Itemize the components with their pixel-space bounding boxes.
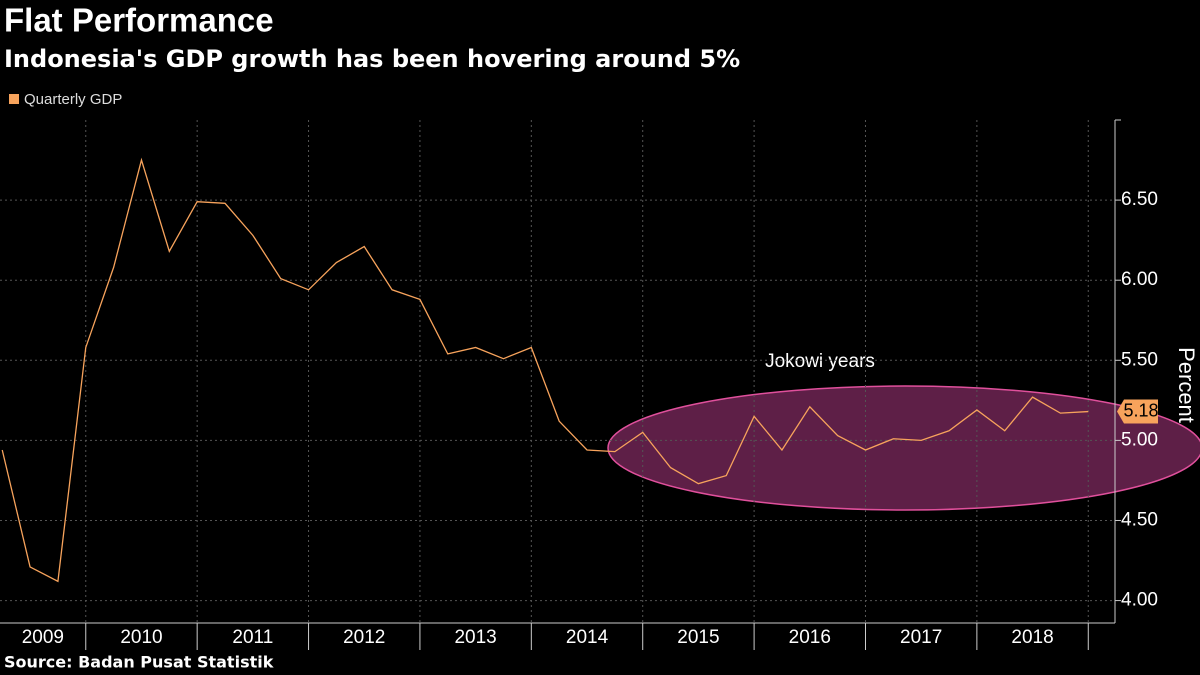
last-value-box [1117, 399, 1158, 424]
last-value-label: 5.18 [1123, 400, 1158, 420]
chart-subtitle: Indonesia's GDP growth has been hovering… [4, 45, 740, 73]
x-tick-label: 2009 [22, 627, 64, 648]
x-tick-label: 2016 [789, 627, 831, 648]
y-tick-label: 5.00 [1121, 429, 1158, 450]
x-tick-label: 2012 [343, 627, 385, 648]
y-tick-label: 6.00 [1121, 269, 1158, 290]
x-tick-label: 2014 [566, 627, 609, 648]
y-tick-label: 4.50 [1121, 509, 1158, 530]
x-tick-label: 2010 [120, 627, 162, 648]
data-line [1, 157, 1089, 583]
x-tick-label: 2017 [900, 627, 942, 648]
y-axis-label: Percent [1174, 347, 1199, 423]
y-tick-label: 4.00 [1121, 590, 1158, 611]
plot-area: 4.00 4.50 5.00 5.50 6.00 6.50 2009 2010 2011 2012… [0, 119, 1159, 650]
x-tick-label: 2015 [677, 627, 719, 648]
annotation-text: Jokowi years [765, 351, 875, 372]
legend-label: Quarterly GDP [24, 91, 122, 108]
chart-title: Flat Performance [4, 2, 274, 39]
source: Source: Badan Pusat Statistik [4, 653, 274, 672]
x-tick-label: 2013 [454, 627, 496, 648]
y-tick-label: 6.50 [1121, 189, 1158, 210]
legend-swatch [9, 94, 19, 104]
x-tick-label: 2018 [1011, 627, 1053, 648]
annotation-ellipse [607, 385, 1200, 511]
x-tick-label: 2011 [232, 627, 273, 648]
y-tick-label: 5.50 [1121, 349, 1158, 370]
